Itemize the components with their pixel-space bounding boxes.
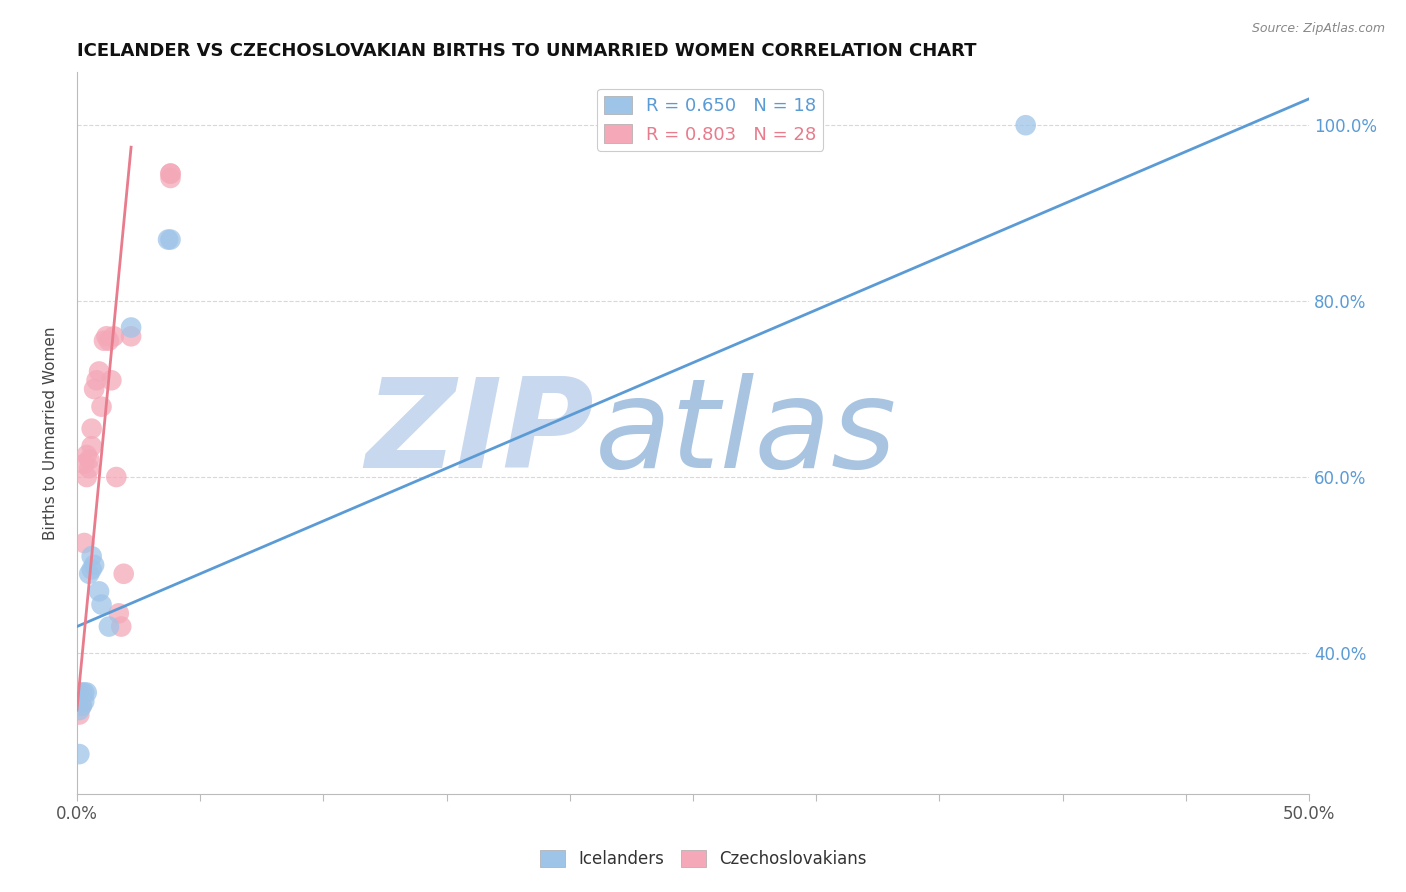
Point bbox=[70, 698, 93, 713]
Point bbox=[159, 167, 181, 181]
Point bbox=[93, 334, 115, 348]
Text: ZIP: ZIP bbox=[366, 373, 595, 493]
Point bbox=[77, 566, 100, 581]
Point bbox=[80, 562, 103, 576]
Point bbox=[70, 685, 93, 699]
Y-axis label: Births to Unmarried Women: Births to Unmarried Women bbox=[44, 326, 58, 540]
Legend: R = 0.650   N = 18, R = 0.803   N = 28: R = 0.650 N = 18, R = 0.803 N = 28 bbox=[598, 88, 824, 151]
Point bbox=[76, 685, 98, 699]
Point bbox=[159, 167, 181, 181]
Point bbox=[73, 536, 96, 550]
Point bbox=[96, 329, 118, 343]
Point bbox=[67, 703, 90, 717]
Point bbox=[73, 457, 96, 471]
Point bbox=[76, 448, 98, 462]
Point bbox=[90, 598, 112, 612]
Point bbox=[97, 619, 120, 633]
Point bbox=[107, 607, 129, 621]
Point bbox=[67, 707, 90, 722]
Point bbox=[80, 422, 103, 436]
Point bbox=[77, 452, 100, 467]
Point bbox=[90, 400, 112, 414]
Point bbox=[103, 329, 125, 343]
Point bbox=[83, 382, 105, 396]
Point bbox=[159, 171, 181, 186]
Text: atlas: atlas bbox=[595, 373, 897, 493]
Point bbox=[105, 470, 128, 484]
Point bbox=[112, 566, 135, 581]
Point bbox=[87, 364, 110, 378]
Point bbox=[120, 320, 142, 334]
Point bbox=[1014, 118, 1036, 132]
Point bbox=[70, 698, 93, 713]
Point bbox=[83, 558, 105, 572]
Point bbox=[73, 694, 96, 708]
Point bbox=[159, 233, 181, 247]
Point bbox=[73, 685, 96, 699]
Point bbox=[110, 619, 132, 633]
Point bbox=[157, 233, 180, 247]
Legend: Icelanders, Czechoslovakians: Icelanders, Czechoslovakians bbox=[533, 843, 873, 875]
Point bbox=[67, 747, 90, 761]
Point bbox=[120, 329, 142, 343]
Point bbox=[87, 584, 110, 599]
Point bbox=[80, 549, 103, 564]
Point bbox=[76, 470, 98, 484]
Point bbox=[80, 439, 103, 453]
Text: Source: ZipAtlas.com: Source: ZipAtlas.com bbox=[1251, 22, 1385, 36]
Point bbox=[100, 373, 122, 387]
Point bbox=[86, 373, 108, 387]
Text: ICELANDER VS CZECHOSLOVAKIAN BIRTHS TO UNMARRIED WOMEN CORRELATION CHART: ICELANDER VS CZECHOSLOVAKIAN BIRTHS TO U… bbox=[77, 42, 976, 60]
Point bbox=[97, 334, 120, 348]
Point bbox=[67, 685, 90, 699]
Point bbox=[77, 461, 100, 475]
